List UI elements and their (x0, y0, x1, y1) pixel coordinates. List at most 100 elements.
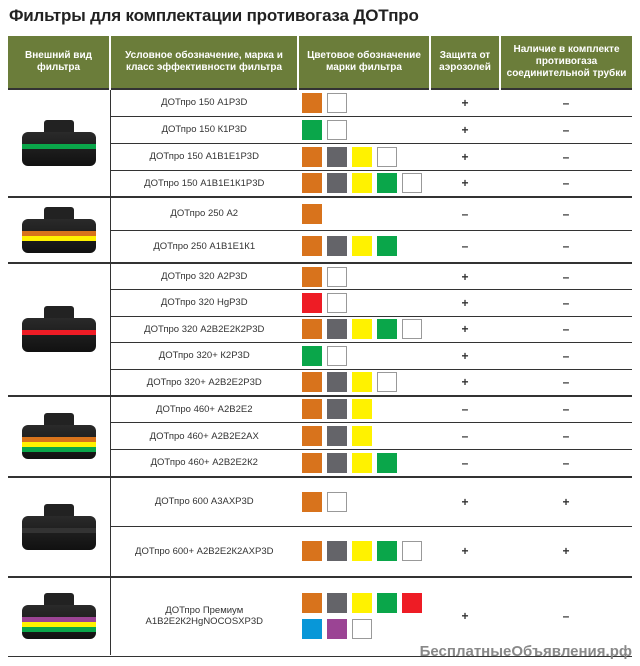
aerosol-protection: + (430, 142, 500, 170)
filter-stripe (21, 622, 96, 627)
color-swatch-green (377, 593, 397, 613)
color-swatch-green (377, 236, 397, 257)
color-swatch-yellow (352, 319, 372, 340)
aerosol-protection: – (430, 449, 500, 477)
color-code (298, 394, 430, 423)
color-swatch-white (402, 319, 422, 340)
color-swatch-gray (327, 426, 347, 446)
filter-stripe (21, 231, 96, 236)
color-swatch-yellow (352, 146, 372, 167)
filter-name: ДОТпро Премиум А1В2Е2К2HgNOCOSХР3D (109, 575, 298, 655)
filter-name: ДОТпро 150 А1В1Е1К1Р3D (109, 169, 298, 197)
filter-stripe (21, 330, 96, 336)
header-tube: Наличие в комплекте противогаза соединит… (499, 36, 632, 89)
tube-included: – (500, 289, 632, 316)
color-swatch-red (402, 593, 422, 613)
filter-name: ДОТпро 250 А1В1Е1К1 (109, 229, 298, 263)
table-row: ДОТпро 150 А1В1Е1Р3D + – (8, 142, 632, 170)
color-swatch-white (327, 345, 347, 366)
color-swatch-yellow (352, 593, 372, 613)
aerosol-protection: + (430, 289, 500, 316)
color-swatch-orange (302, 541, 322, 562)
color-swatch-green (377, 541, 397, 562)
color-code (298, 229, 430, 263)
color-swatch-yellow (352, 372, 372, 392)
tube-included: – (500, 196, 632, 230)
aerosol-protection: + (430, 342, 500, 369)
filter-name: ДОТпро 150 А1В1Е1Р3D (109, 142, 298, 170)
filter-image-cell (8, 394, 110, 477)
filter-image-cell (8, 196, 110, 263)
filter-stripe (21, 447, 96, 452)
filter-name: ДОТпро 320+ К2Р3D (109, 342, 298, 369)
color-swatch-green (377, 452, 397, 473)
page-title: Фильтры для комплектации противогаза ДОТ… (9, 6, 419, 25)
tube-included: – (500, 342, 632, 369)
color-swatch-white (327, 491, 347, 512)
color-code (298, 368, 430, 396)
color-swatch-white (327, 266, 347, 287)
color-swatch-white (327, 119, 347, 140)
watermark: БесплатныеОбъявления.рф (419, 643, 632, 660)
aerosol-protection: + (430, 368, 500, 396)
color-swatch-orange (302, 266, 322, 287)
filter-image (21, 503, 96, 550)
aerosol-protection: + (430, 575, 500, 655)
color-swatch-orange (302, 173, 322, 194)
tube-included: – (500, 368, 632, 396)
tube-included: – (500, 394, 632, 423)
aerosol-protection: – (430, 229, 500, 263)
color-swatch-orange (302, 236, 322, 257)
color-code (298, 169, 430, 197)
table-row: ДОТпро 150 К1Р3D + – (8, 115, 632, 143)
aerosol-protection: + (430, 88, 500, 116)
color-code (298, 196, 430, 230)
color-swatch-yellow (352, 173, 372, 194)
tube-included: – (500, 229, 632, 263)
filter-image (21, 207, 96, 253)
color-swatch-white (352, 619, 372, 639)
color-swatch-yellow (352, 541, 372, 562)
tube-included: – (500, 449, 632, 477)
color-code (298, 88, 430, 116)
filter-stripe (21, 617, 96, 622)
color-swatch-gray (327, 146, 347, 167)
header-color-code: Цветовое обозначение марки фильтра (297, 36, 430, 89)
filter-image-cell (8, 575, 110, 655)
filter-name: ДОТпро 600 А3АХР3D (109, 475, 298, 527)
tube-included: – (500, 115, 632, 143)
table-row: ДОТпро 320+ А2В2Е2Р3D + – (8, 368, 632, 396)
tube-included: – (500, 315, 632, 343)
aerosol-protection: + (430, 115, 500, 143)
color-swatch-green (302, 119, 322, 140)
aerosol-protection: + (430, 475, 500, 527)
color-swatch-orange (302, 399, 322, 420)
color-swatch-gray (327, 399, 347, 420)
color-code (298, 289, 430, 316)
filter-name: ДОТпро 600+ А2В2Е2К2АХР3D (109, 526, 298, 577)
tube-included: – (500, 422, 632, 450)
header-designation: Условное обозначение, марка и класс эффе… (109, 36, 298, 89)
aerosol-protection: + (430, 315, 500, 343)
aerosol-protection: + (430, 262, 500, 290)
color-swatch-orange (302, 426, 322, 446)
aerosol-protection: + (430, 169, 500, 197)
table-row: ДОТпро 600 А3АХР3D + + (8, 475, 632, 577)
color-swatch-white (327, 92, 347, 113)
color-swatch-green (302, 345, 322, 366)
filter-name: ДОТпро 320 HgР3D (109, 289, 298, 316)
filter-name: ДОТпро 150 А1Р3D (109, 88, 298, 116)
filter-name: ДОТпро 320 А2В2Е2К2Р3D (109, 315, 298, 343)
filters-table: Внешний вид фильтра Условное обозначение… (8, 36, 632, 655)
filter-image (21, 413, 96, 459)
aerosol-protection: – (430, 394, 500, 423)
aerosol-protection: – (430, 422, 500, 450)
filter-stripe (21, 144, 96, 149)
color-code (298, 526, 430, 577)
filter-name: ДОТпро 150 К1Р3D (109, 115, 298, 143)
color-swatch-gray (327, 372, 347, 392)
filter-image-cell (8, 262, 110, 396)
color-swatch-gray (327, 236, 347, 257)
table-row: ДОТпро 250 А1В1Е1К1 – – (8, 229, 632, 263)
color-swatch-gray (327, 173, 347, 194)
